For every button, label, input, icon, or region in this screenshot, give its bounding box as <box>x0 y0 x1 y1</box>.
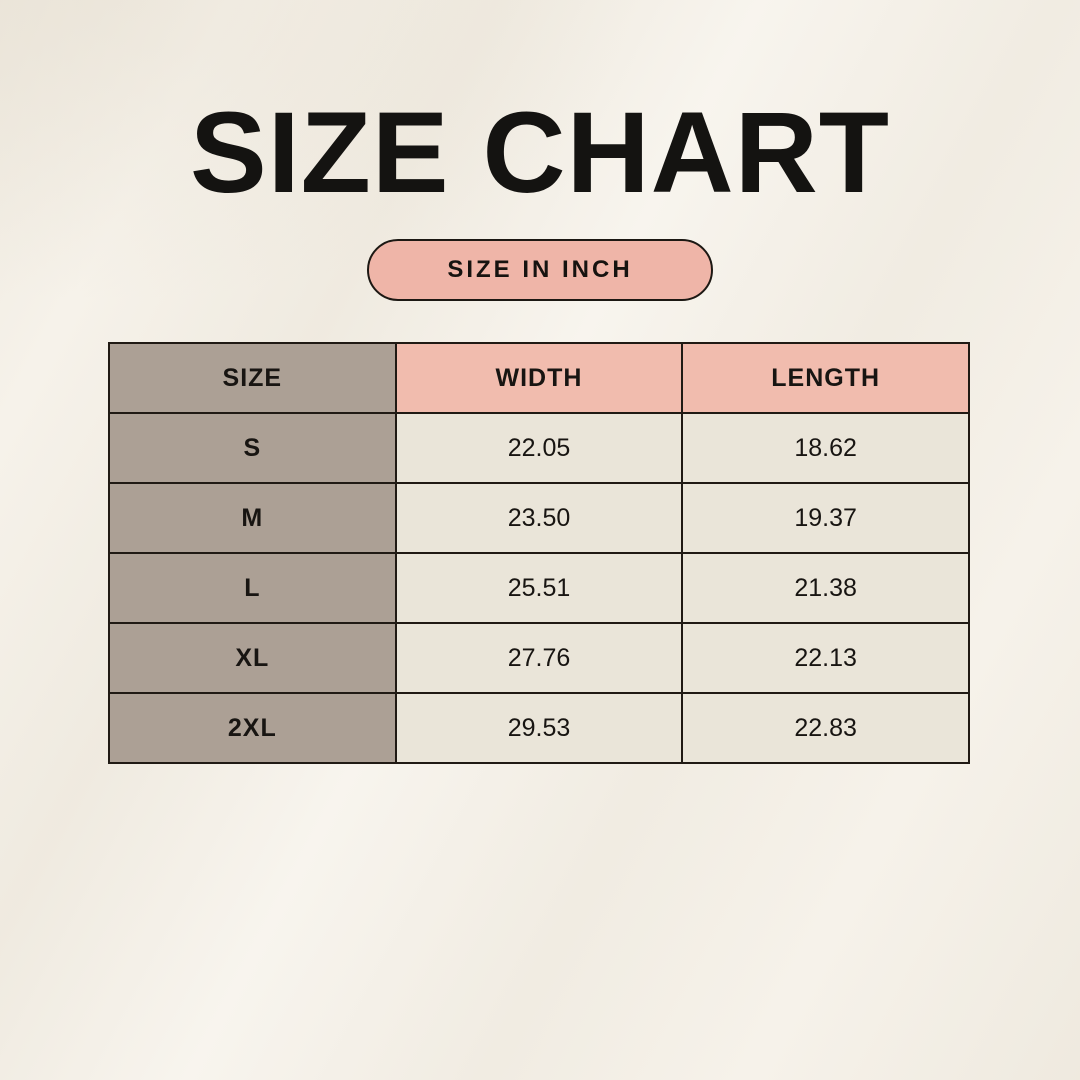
cell-width: 27.76 <box>394 622 684 694</box>
table-row: S 22.05 18.62 <box>108 412 970 484</box>
cell-width: 29.53 <box>394 692 684 764</box>
size-table-body: S 22.05 18.62 M 23.50 19.37 L 25.51 21.3… <box>108 412 970 764</box>
cell-length: 21.38 <box>681 552 970 624</box>
table-row: 2XL 29.53 22.83 <box>108 692 970 764</box>
row-label-size: M <box>108 482 397 554</box>
row-label-size: L <box>108 552 397 624</box>
cell-length: 22.13 <box>681 622 970 694</box>
table-row: XL 27.76 22.13 <box>108 622 970 694</box>
row-label-size: XL <box>108 622 397 694</box>
table-row: L 25.51 21.38 <box>108 552 970 624</box>
header-row: SIZE WIDTH LENGTH <box>108 342 970 414</box>
page-title: SIZE CHART <box>190 89 890 217</box>
cell-width: 25.51 <box>394 552 684 624</box>
unit-badge: SIZE IN INCH <box>367 239 713 301</box>
cell-length: 18.62 <box>681 412 970 484</box>
column-header-width: WIDTH <box>394 342 684 414</box>
size-table: SIZE WIDTH LENGTH S 22.05 18.62 M 23.50 … <box>108 342 970 764</box>
column-header-size: SIZE <box>108 342 397 414</box>
cell-length: 22.83 <box>681 692 970 764</box>
row-label-size: 2XL <box>108 692 397 764</box>
cell-width: 22.05 <box>394 412 684 484</box>
unit-badge-label: SIZE IN INCH <box>447 256 633 283</box>
row-label-size: S <box>108 412 397 484</box>
cell-width: 23.50 <box>394 482 684 554</box>
table-row: M 23.50 19.37 <box>108 482 970 554</box>
size-table-header: SIZE WIDTH LENGTH <box>108 342 970 414</box>
cell-length: 19.37 <box>681 482 970 554</box>
column-header-length: LENGTH <box>681 342 970 414</box>
